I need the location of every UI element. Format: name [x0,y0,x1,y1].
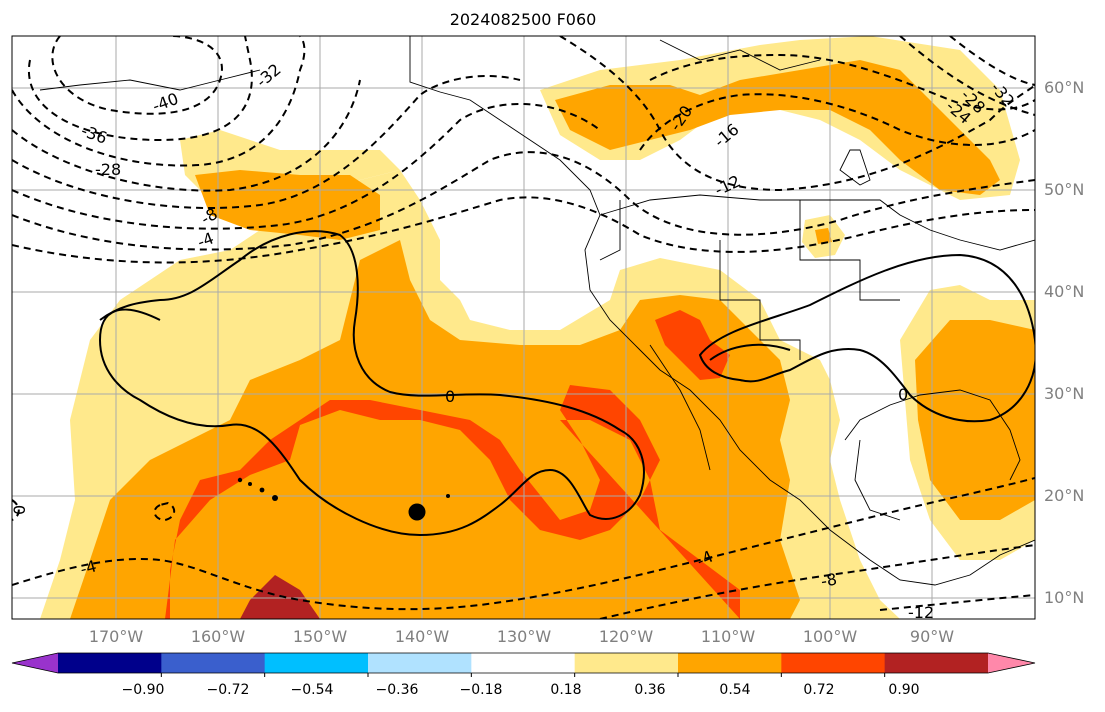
gridlines [12,36,1035,619]
lon-tick-label: 110°W [700,627,756,646]
contour-label: -4 [78,556,98,578]
colorbar-tick-label: −0.54 [290,682,334,698]
shade-orange-southeast [915,320,1035,520]
colorbar-tick-label: −0.18 [459,682,503,698]
shade-red-arizona [655,310,730,380]
plot-frame [11,35,1036,620]
shade-red-main [165,385,740,619]
contour-label: -4 [694,547,716,571]
colorbar-tick-label: 0.90 [888,682,920,698]
colorbar-extend-low [12,653,58,673]
lon-tick-label: 170°W [88,627,144,646]
colorbar [11,652,1036,677]
lat-tick-label: 30°N [1044,384,1085,403]
shade-orange-north [555,60,1000,195]
shaded-field [40,36,1035,619]
colorbar-tick-label: −0.36 [375,682,419,698]
lon-tick-label: 120°W [598,627,654,646]
shade-orange-main [70,240,800,619]
coastlines [39,36,1035,586]
contour-label: -12 [908,603,934,622]
colorbar-outline [11,652,1036,674]
lon-tick-label: 90°W [909,627,955,646]
colorbar-segment [471,653,576,673]
contour-label: -4 [195,228,216,251]
lon-tick-label: 100°W [802,627,858,646]
colorbar-tick-label: 0.72 [803,682,835,698]
contour-label: 0 [898,385,908,404]
colorbar-segment [161,653,266,673]
colorbar-tick-label: −0.90 [121,682,165,698]
lat-tick-label: 10°N [1044,588,1085,607]
colorbar-tick-label: 0.36 [634,682,666,698]
shade-orange-iowa [815,228,832,244]
lat-tick-label: 20°N [1044,486,1085,505]
colorbar-segment [368,653,472,673]
map-title: 2024082500 F060 [449,10,597,29]
colorbar-segment [781,653,886,673]
contours [12,36,1035,619]
colorbar-segment [58,653,162,673]
contour-label: -8 [819,569,838,590]
lon-tick-label: 160°W [190,627,246,646]
colorbar-segment [574,653,679,673]
lon-tick-label: 130°W [496,627,552,646]
zero-contour-east [698,253,1035,423]
lon-tick-label: 150°W [292,627,348,646]
colorbar-segment [884,653,989,673]
lat-tick-label: 60°N [1044,78,1085,97]
colorbar-tick-label: 0.18 [550,682,582,698]
colorbar-extend-high [988,653,1035,673]
colorbar-tick-label: 0.54 [719,682,751,698]
colorbar-segment [264,653,369,673]
lon-tick-label: 140°W [394,627,450,646]
zero-contour-pacific [98,230,645,537]
colorbar-segment [678,653,782,673]
lat-tick-label: 40°N [1044,282,1085,301]
colorbar-tick-label: −0.72 [206,682,250,698]
contour-label: -28 [95,160,121,179]
lat-tick-label: 50°N [1044,180,1085,199]
islands [237,477,450,501]
contour-label: 0 [10,505,29,515]
storm-position-marker [408,503,426,521]
contour-label: 0 [445,387,455,406]
